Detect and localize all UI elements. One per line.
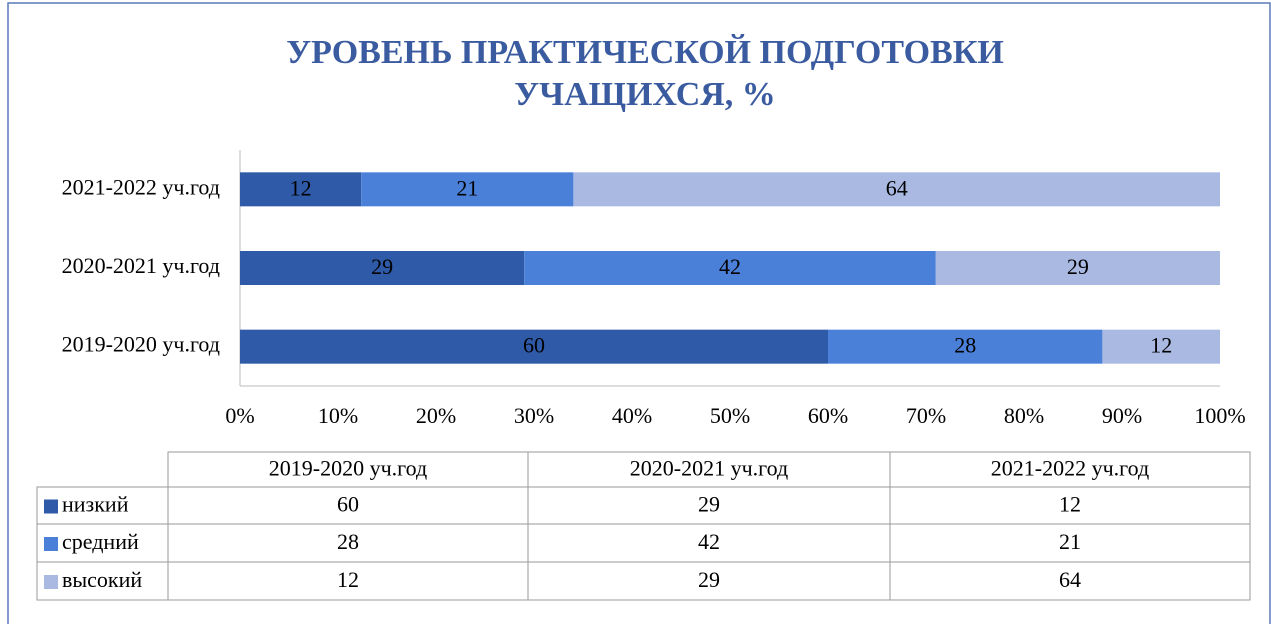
table-value: 12 <box>337 567 359 592</box>
bar <box>573 172 1220 207</box>
legend-label: высокий <box>62 567 142 592</box>
frame <box>7 2 1271 624</box>
bar-label: 64 <box>886 175 908 200</box>
bar <box>935 251 1220 285</box>
legend-label: средний <box>62 529 139 554</box>
bar <box>828 329 1103 364</box>
table-header: 2021-2022 уч.год <box>991 456 1149 481</box>
table-value: 60 <box>337 492 359 517</box>
table-value: 29 <box>698 567 720 592</box>
x-tick-label: 50% <box>710 403 750 428</box>
x-tick-label: 100% <box>1194 403 1245 428</box>
x-tick-label: 70% <box>906 403 946 428</box>
y-tick-label: 2021-2022 уч.год <box>62 174 220 199</box>
bar-label: 29 <box>1067 254 1089 279</box>
bar-label: 12 <box>290 175 312 200</box>
table-value: 12 <box>1059 492 1081 517</box>
x-tick-label: 0% <box>225 403 254 428</box>
x-tick-label: 80% <box>1004 403 1044 428</box>
table-value: 28 <box>337 529 359 554</box>
y-tick-label: 2019-2020 уч.год <box>62 332 220 357</box>
bar-label: 28 <box>954 333 976 358</box>
table-cell <box>889 561 1251 601</box>
bar-label: 42 <box>719 254 741 279</box>
y-tick-label: 2020-2021 уч.год <box>62 253 220 278</box>
table-header: 2019-2020 уч.год <box>269 456 427 481</box>
bar <box>240 251 525 285</box>
x-tick-label: 90% <box>1102 403 1142 428</box>
x-tick-label: 60% <box>808 403 848 428</box>
legend-swatch <box>44 499 58 514</box>
table-header: 2020-2021 уч.год <box>630 456 788 481</box>
x-tick-label: 10% <box>318 403 358 428</box>
bar-label: 12 <box>1150 333 1172 358</box>
bar-label: 29 <box>371 254 393 279</box>
bar-label: 21 <box>456 175 478 200</box>
chart-title: УРОВЕНЬ ПРАКТИЧЕСКОЙ ПОДГОТОВКИ <box>286 34 1004 71</box>
bar <box>1102 329 1220 364</box>
bar-label: 60 <box>523 333 545 358</box>
table-value: 29 <box>698 492 720 517</box>
bar <box>524 251 936 285</box>
table-value: 21 <box>1059 529 1081 554</box>
bar <box>361 172 574 207</box>
bar <box>240 329 828 364</box>
table-value: 64 <box>1059 567 1081 592</box>
legend-label: низкий <box>62 492 129 517</box>
bar <box>240 172 362 207</box>
chart-title: УЧАЩИХСЯ, % <box>514 76 776 113</box>
table-value: 42 <box>698 529 720 554</box>
x-tick-label: 40% <box>612 403 652 428</box>
legend-swatch <box>44 575 58 589</box>
x-tick-label: 20% <box>416 403 456 428</box>
legend-swatch <box>44 537 58 551</box>
x-tick-label: 30% <box>514 403 554 428</box>
